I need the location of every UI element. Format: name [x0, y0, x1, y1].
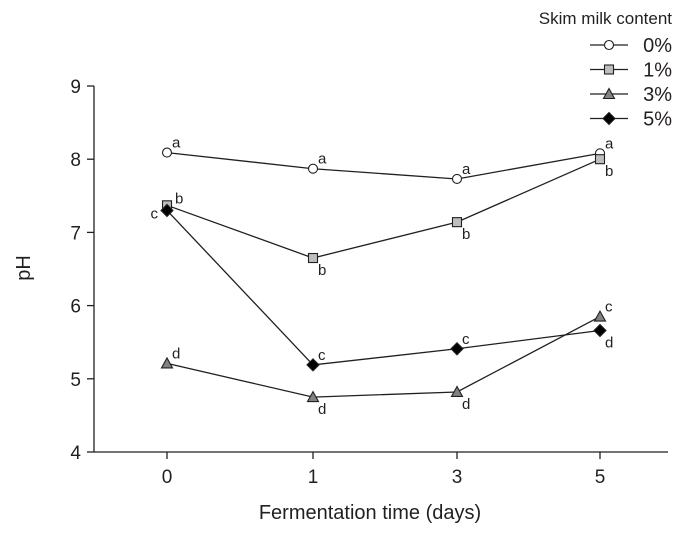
data-point-5pct — [160, 203, 174, 218]
legend-marker-0pct — [603, 39, 615, 51]
y-tick-label: 9 — [70, 77, 81, 98]
significance-letter-0pct: a — [318, 151, 327, 168]
x-tick-label: 3 — [452, 467, 463, 488]
significance-letter-0pct: a — [605, 135, 614, 152]
data-point-3pct — [450, 385, 464, 398]
y-tick-label: 6 — [70, 297, 81, 318]
legend-label-1pct: 1% — [643, 60, 672, 82]
y-tick-label: 4 — [70, 443, 81, 464]
legend: Skim milk content 0% 1%3% 5% — [539, 9, 672, 131]
legend-marker-1pct — [603, 64, 615, 75]
legend-label-5pct: 5% — [643, 109, 672, 131]
x-tick-label: 1 — [308, 467, 319, 488]
data-point-5pct — [450, 342, 464, 356]
x-tick-label: 5 — [595, 467, 606, 488]
legend-marker-5pct — [602, 111, 616, 126]
significance-letter-3pct: c — [605, 299, 613, 316]
data-point-0pct — [161, 147, 173, 158]
significance-letter-5pct: c — [462, 331, 470, 348]
data-point-3pct — [306, 390, 320, 403]
significance-letter-5pct: c — [318, 347, 326, 364]
significance-letter-1pct: b — [175, 190, 183, 207]
data-point-0pct — [307, 163, 319, 174]
series-line-5pct — [166, 209, 601, 366]
legend-label-3pct: 3% — [643, 84, 672, 106]
data-point-3pct — [593, 309, 607, 322]
data-point-1pct — [451, 217, 463, 228]
series-line-0pct — [166, 151, 601, 180]
data-point-0pct — [451, 173, 463, 185]
significance-letter-0pct: a — [462, 161, 471, 178]
y-tick-label: 5 — [70, 370, 81, 391]
data-point-5pct — [593, 323, 607, 338]
x-tick-label: 0 — [162, 467, 173, 488]
significance-letter-3pct: d — [172, 345, 180, 362]
series-line-3pct — [166, 316, 601, 398]
significance-letter-5pct: c — [151, 205, 159, 222]
data-point-1pct — [307, 252, 319, 264]
legend-label-0pct: 0% — [643, 35, 672, 57]
series-line-1pct — [166, 158, 601, 259]
legend-marker-3pct — [602, 87, 616, 100]
significance-letter-0pct: a — [172, 135, 181, 152]
data-point-5pct — [306, 358, 320, 372]
y-tick-label: 7 — [70, 223, 81, 244]
series-lines — [166, 151, 601, 398]
axes: 4 5 6 7 8 9 0 1 3 5 — [70, 77, 668, 488]
data-point-3pct — [160, 356, 174, 369]
y-axis-title: pH — [13, 255, 35, 281]
significance-letter-3pct: d — [462, 396, 470, 413]
significance-letter-1pct: b — [318, 262, 326, 279]
series-markers — [160, 147, 607, 403]
significance-letter-5pct: d — [605, 334, 613, 351]
significance-letter-3pct: d — [318, 401, 326, 418]
significance-letter-1pct: b — [462, 226, 470, 243]
data-point-1pct — [594, 154, 606, 165]
y-tick-label: 8 — [70, 150, 81, 171]
x-axis-title: Fermentation time (days) — [259, 502, 481, 524]
significance-letter-1pct: b — [605, 163, 613, 180]
legend-title: Skim milk content — [539, 9, 672, 28]
